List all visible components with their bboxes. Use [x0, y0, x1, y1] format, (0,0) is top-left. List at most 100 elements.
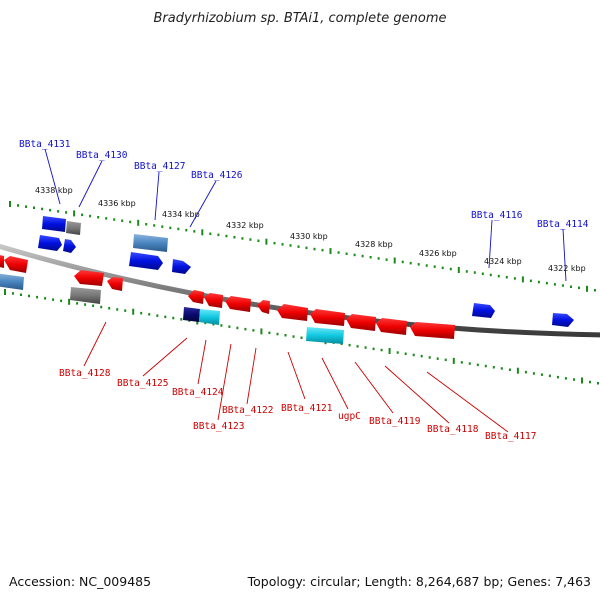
gene-reverse[interactable]: [257, 300, 270, 314]
gene-reverse[interactable]: [4, 256, 28, 273]
kbp-label: 4328 kbp: [355, 240, 393, 249]
gene-bbta-4131[interactable]: [42, 216, 66, 232]
gene-bbta-4114[interactable]: [552, 313, 574, 327]
minor-tick: [281, 243, 284, 246]
minor-tick: [337, 251, 340, 254]
minor-tick: [597, 382, 599, 385]
minor-tick: [297, 245, 300, 248]
minor-tick: [84, 303, 87, 306]
gene-label-bbta-4124[interactable]: BBta_4124: [172, 387, 224, 398]
gene-reverse[interactable]: [0, 273, 24, 290]
gene-bbta-4126[interactable]: [172, 259, 191, 274]
minor-tick: [60, 299, 63, 303]
minor-tick: [284, 334, 287, 337]
minor-tick: [164, 315, 167, 319]
gene-bbta-4128[interactable]: [74, 270, 104, 286]
minor-tick: [468, 362, 471, 365]
minor-tick: [20, 293, 22, 296]
gene-ugpc[interactable]: [310, 309, 345, 326]
gene-bbta-4127[interactable]: [133, 234, 168, 252]
minor-tick: [177, 227, 180, 231]
kbp-label: 4332 kbp: [226, 221, 264, 230]
gene-label-bbta-4125[interactable]: BBta_4125: [117, 378, 168, 389]
major-tick: [265, 238, 268, 245]
minor-tick: [217, 233, 220, 237]
gene-forward[interactable]: [38, 235, 62, 251]
gene-label-bbta-4116[interactable]: BBta_4116: [471, 210, 523, 221]
minor-tick: [92, 304, 95, 307]
minor-tick: [44, 297, 47, 300]
minor-tick: [481, 272, 484, 275]
minor-tick: [449, 267, 452, 271]
minor-tick: [17, 204, 19, 207]
minor-tick: [380, 348, 383, 352]
gene-bbta-4130[interactable]: [66, 221, 81, 235]
minor-tick: [25, 205, 27, 208]
gene-label-bbta-4128[interactable]: BBta_4128: [59, 368, 111, 379]
major-tick: [9, 201, 11, 207]
minor-tick: [305, 246, 308, 250]
gene-label-bbta-4118[interactable]: BBta_4118: [427, 424, 479, 435]
minor-tick: [500, 367, 503, 370]
minor-tick: [556, 375, 559, 379]
reverse-leader-lines: [83, 321, 509, 433]
gene-forward[interactable]: [129, 252, 163, 270]
tick-row-upper: [9, 201, 596, 292]
minor-tick: [497, 274, 500, 278]
minor-tick: [409, 261, 412, 265]
minor-tick: [193, 230, 196, 233]
gene-reverse[interactable]: [107, 277, 123, 291]
gene-bbta-4124[interactable]: [183, 307, 200, 322]
major-tick: [581, 377, 583, 384]
minor-tick: [89, 214, 92, 218]
gene-label-bbta-4131[interactable]: BBta_4131: [19, 139, 71, 150]
gene-reverse[interactable]: [225, 296, 251, 312]
minor-tick: [532, 372, 535, 375]
gene-reverse[interactable]: [0, 254, 4, 268]
gene-label-bbta-4114[interactable]: BBta_4114: [537, 219, 589, 230]
minor-tick: [257, 239, 260, 242]
gene-bbta-4117[interactable]: [410, 322, 455, 339]
gene-label-bbta-4123[interactable]: BBta_4123: [193, 421, 244, 432]
gene-bbta-4116[interactable]: [472, 303, 495, 318]
gene-bbta-4125[interactable]: [188, 290, 204, 304]
gene-label-bbta-4121[interactable]: BBta_4121: [281, 403, 333, 414]
forward-leader-lines: [44, 148, 567, 282]
gene-reverse[interactable]: [70, 287, 101, 304]
minor-tick: [108, 307, 111, 310]
gene-bbta-4121[interactable]: [277, 304, 308, 321]
minor-tick: [212, 323, 215, 326]
minor-tick: [492, 366, 495, 369]
minor-tick: [545, 281, 548, 285]
gene-label-bbta-4119[interactable]: BBta_4119: [369, 416, 421, 427]
minor-tick: [548, 374, 551, 378]
kbp-label: 4322 kbp: [548, 264, 586, 273]
minor-tick: [12, 292, 14, 295]
gene-label-bbta-4117[interactable]: BBta_4117: [485, 431, 536, 442]
kbp-label: 4334 kbp: [162, 210, 200, 219]
gene-forward[interactable]: [63, 239, 76, 253]
minor-tick: [353, 253, 356, 257]
minor-tick: [573, 378, 575, 381]
major-tick: [388, 348, 391, 354]
gene-bbta-4119[interactable]: [346, 314, 376, 331]
minor-tick: [100, 305, 103, 309]
map-title: Bradyrhizobium sp. BTAi1, complete genom…: [153, 11, 446, 26]
gene-label-bbta-4122[interactable]: BBta_4122: [222, 405, 273, 416]
gene-label-bbta-4126[interactable]: BBta_4126: [191, 170, 243, 181]
gene-label-bbta-4130[interactable]: BBta_4130: [76, 150, 128, 161]
gene-reverse[interactable]: [306, 327, 344, 344]
gene-label-bbta-4127[interactable]: BBta_4127: [134, 161, 185, 172]
minor-tick: [105, 217, 108, 220]
gene-bbta-4118[interactable]: [376, 318, 407, 335]
minor-tick: [385, 258, 388, 261]
forward-genes: [38, 216, 574, 327]
gene-label-ugpc[interactable]: ugpC: [338, 411, 361, 422]
kbp-labels: 4338 kbp 4336 kbp 4334 kbp 4332 kbp 4330…: [35, 186, 586, 273]
minor-tick: [241, 237, 244, 240]
minor-tick: [140, 311, 143, 315]
gene-bbta-4123[interactable]: [199, 309, 220, 325]
minor-tick: [300, 336, 303, 339]
gene-reverse[interactable]: [204, 293, 223, 308]
